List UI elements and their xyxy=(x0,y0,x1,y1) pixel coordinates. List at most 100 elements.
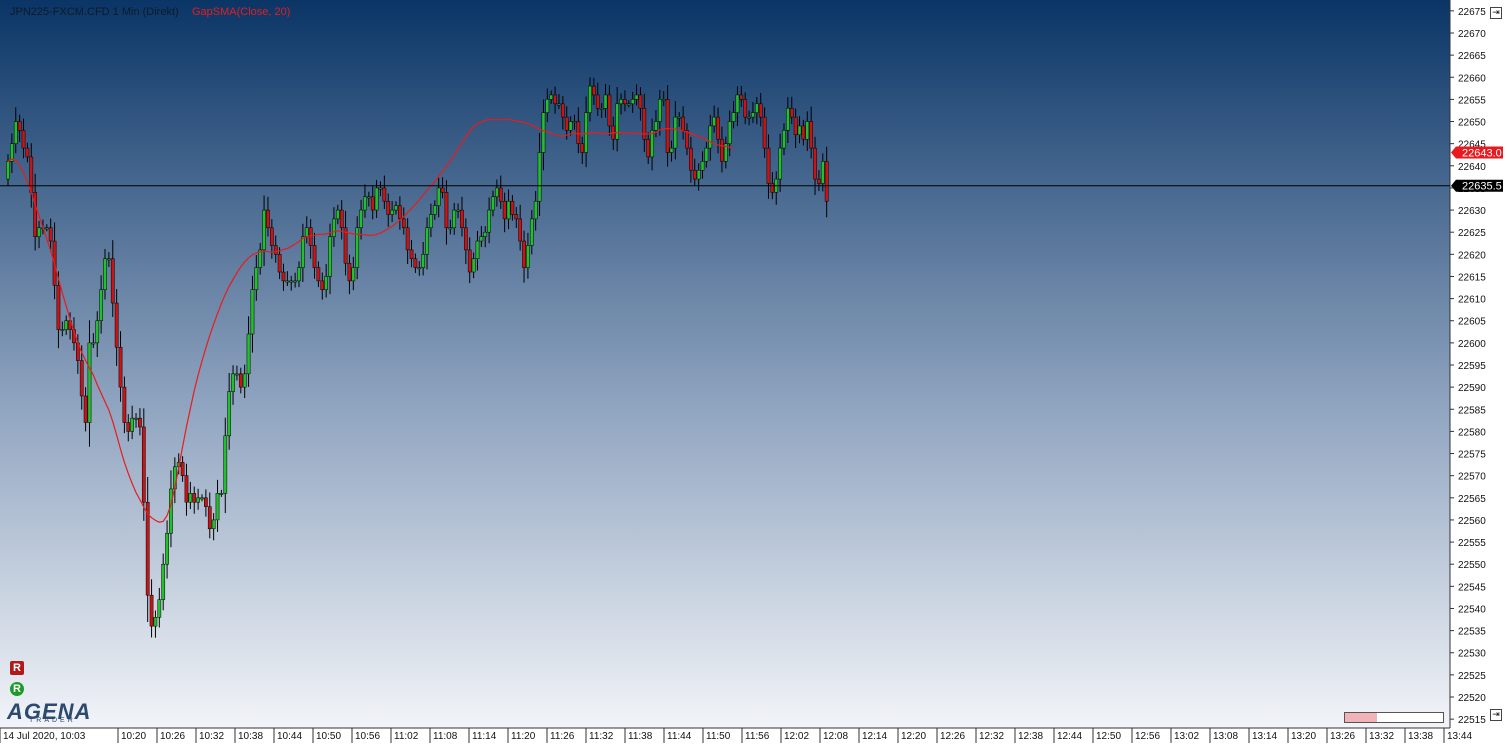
indicator-label[interactable]: GapSMA(Close, 20) xyxy=(192,6,290,18)
price-tick-label: 22530 xyxy=(1458,649,1486,660)
price-tick-label: 22620 xyxy=(1458,250,1486,261)
candle-body xyxy=(498,187,503,202)
candle-body xyxy=(44,227,49,230)
price-tick-label: 22615 xyxy=(1458,272,1486,283)
candle-body xyxy=(87,342,92,423)
candle-body xyxy=(514,214,519,220)
candle-body xyxy=(312,245,317,268)
sma-price-tag: 22643.0 xyxy=(1451,146,1503,160)
candle-body xyxy=(250,289,255,335)
candle-body xyxy=(444,192,449,229)
time-tick-label: 12:38 xyxy=(1018,731,1043,742)
candle-body xyxy=(642,107,647,140)
candle-body xyxy=(258,249,263,268)
candle-body xyxy=(29,156,34,193)
candle-body xyxy=(665,99,670,153)
candle-body xyxy=(541,112,546,153)
candle-body xyxy=(483,231,488,237)
candle-body xyxy=(432,205,437,215)
candle-body xyxy=(782,130,786,149)
time-tick-label: 14 Jul 2020, 10:03 xyxy=(3,731,86,742)
time-tick-label: 12:26 xyxy=(940,731,965,742)
candle-body xyxy=(708,125,713,149)
price-tick-label: 22570 xyxy=(1458,472,1486,483)
green-r-badge[interactable]: R xyxy=(10,682,24,696)
time-tick-label: 13:08 xyxy=(1213,731,1238,742)
candle-body xyxy=(712,116,717,127)
candle-body xyxy=(64,320,69,330)
candle-body xyxy=(188,493,193,503)
candle-body xyxy=(502,200,507,220)
candle-body xyxy=(374,187,379,211)
price-tick-label: 22525 xyxy=(1458,671,1486,682)
time-tick-label: 11:44 xyxy=(667,731,692,742)
red-r-badge[interactable]: R xyxy=(10,661,24,675)
instrument-label: JPN225-FXCM.CFD 1 Min (Direkt) xyxy=(10,6,179,18)
candle-body xyxy=(615,103,620,140)
candle-body xyxy=(739,94,744,100)
candle-body xyxy=(762,116,767,149)
candle-body xyxy=(6,161,10,180)
candle-body xyxy=(491,196,495,211)
candle-body xyxy=(809,121,814,149)
candle-body xyxy=(452,209,457,229)
candle-body xyxy=(619,99,623,105)
candle-body xyxy=(297,267,301,282)
candle-body xyxy=(751,112,755,118)
candle-body xyxy=(786,107,790,131)
candle-body xyxy=(797,125,802,136)
candle-body xyxy=(207,506,212,530)
candle-body xyxy=(60,329,65,332)
candle-body xyxy=(603,94,608,109)
price-tick-label: 22535 xyxy=(1458,627,1486,638)
candle-body xyxy=(110,258,115,304)
candle-body xyxy=(254,267,259,290)
last-price-tag-label: 22635.5 xyxy=(1462,181,1502,193)
candle-body xyxy=(460,209,464,229)
price-tick-label: 22645 xyxy=(1458,140,1486,151)
candle-body xyxy=(301,236,305,268)
scrollbar-thumb[interactable] xyxy=(1345,713,1377,722)
candle-body xyxy=(165,532,169,565)
candle-body xyxy=(83,395,88,423)
candle-body xyxy=(518,218,523,242)
candle-body xyxy=(192,493,197,503)
candle-body xyxy=(588,85,592,113)
time-tick-label: 11:08 xyxy=(433,731,458,742)
time-tick-label: 13:44 xyxy=(1447,731,1472,742)
time-tick-label: 13:38 xyxy=(1408,731,1433,742)
candle-body xyxy=(533,200,538,220)
candle-body xyxy=(370,196,375,211)
candle-body xyxy=(463,227,468,251)
candle-body xyxy=(382,187,387,202)
last-price-tag: 22635.5 xyxy=(1451,179,1503,193)
price-axis-ticks: 22515 22520 22525 22530 22535 22540 22545 22550… xyxy=(1450,7,1486,726)
candle-body xyxy=(549,94,554,100)
candle-body xyxy=(471,258,476,273)
maximize-top-icon[interactable]: ⇥ xyxy=(1490,7,1502,19)
candle-body xyxy=(223,435,228,494)
candle-body xyxy=(510,200,515,215)
candle-body xyxy=(95,320,100,344)
candle-body xyxy=(813,147,817,180)
sma-line xyxy=(7,118,734,523)
candle-body xyxy=(704,147,709,162)
candle-body xyxy=(320,280,325,290)
time-tick-label: 13:26 xyxy=(1330,731,1355,742)
candle-body xyxy=(293,280,297,283)
candle-body xyxy=(33,192,38,237)
candle-body xyxy=(328,236,332,277)
candle-body xyxy=(56,285,61,330)
candle-body xyxy=(696,169,701,180)
candle-body xyxy=(495,187,499,198)
maximize-bottom-icon[interactable]: ⇥ xyxy=(1490,709,1502,721)
price-tick-label: 22640 xyxy=(1458,162,1486,173)
candle-body xyxy=(316,267,321,282)
logo-brand: AGENA xyxy=(7,699,92,724)
price-tick-label: 22655 xyxy=(1458,95,1486,106)
candle-body xyxy=(735,94,740,113)
candle-body xyxy=(623,99,627,105)
candle-body xyxy=(429,214,433,229)
horizontal-scrollbar[interactable] xyxy=(1344,712,1444,723)
